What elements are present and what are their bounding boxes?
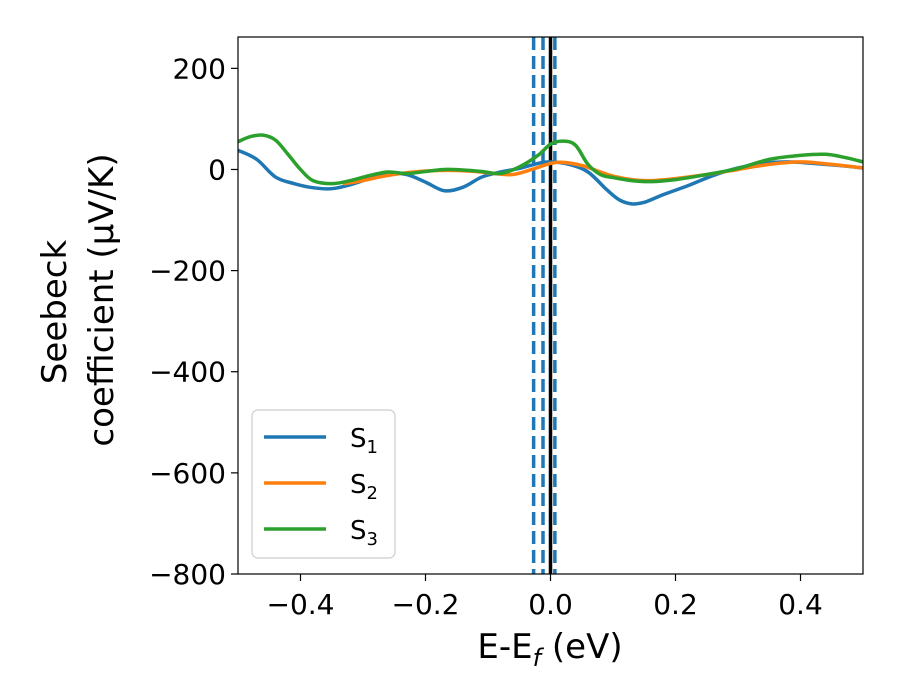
y-tick-label: 0 — [208, 153, 226, 186]
x-tick-label: 0.2 — [653, 588, 698, 621]
legend-label-s3: S3 — [350, 516, 378, 550]
x-tick-label: 0.4 — [778, 588, 823, 621]
x-axis-title: E-Ef (eV) — [477, 627, 622, 672]
y-axis-title-line2: coefficient (μV/K) — [82, 153, 122, 446]
x-axis-title-main: E-E — [477, 627, 532, 667]
y-tick-label: 200 — [173, 52, 226, 85]
x-tick-label: −0.4 — [267, 588, 335, 621]
legend: S1 S2 S3 — [251, 409, 396, 559]
legend-label-s1: S1 — [350, 424, 378, 458]
x-tick-label: 0.0 — [528, 588, 573, 621]
y-axis-ticks: −800 −600 −400 −200 0 200 — [149, 52, 238, 591]
y-tick-label: −400 — [149, 356, 226, 389]
y-tick-label: −800 — [149, 558, 226, 591]
series-lines — [238, 133, 863, 206]
x-tick-label: −0.2 — [392, 588, 460, 621]
x-axis-title-unit: (eV) — [541, 627, 623, 667]
x-axis-ticks: −0.4 −0.2 0.0 0.2 0.4 — [267, 574, 823, 621]
series-line-s3 — [238, 133, 863, 186]
y-axis-title-line1: Seebeck — [35, 240, 75, 385]
y-tick-label: −600 — [149, 457, 226, 490]
y-tick-label: −200 — [149, 255, 226, 288]
legend-label-s2: S2 — [350, 470, 378, 504]
y-axis-title: Seebeck coefficient (μV/K) — [35, 153, 122, 446]
reference-lines — [531, 37, 557, 574]
